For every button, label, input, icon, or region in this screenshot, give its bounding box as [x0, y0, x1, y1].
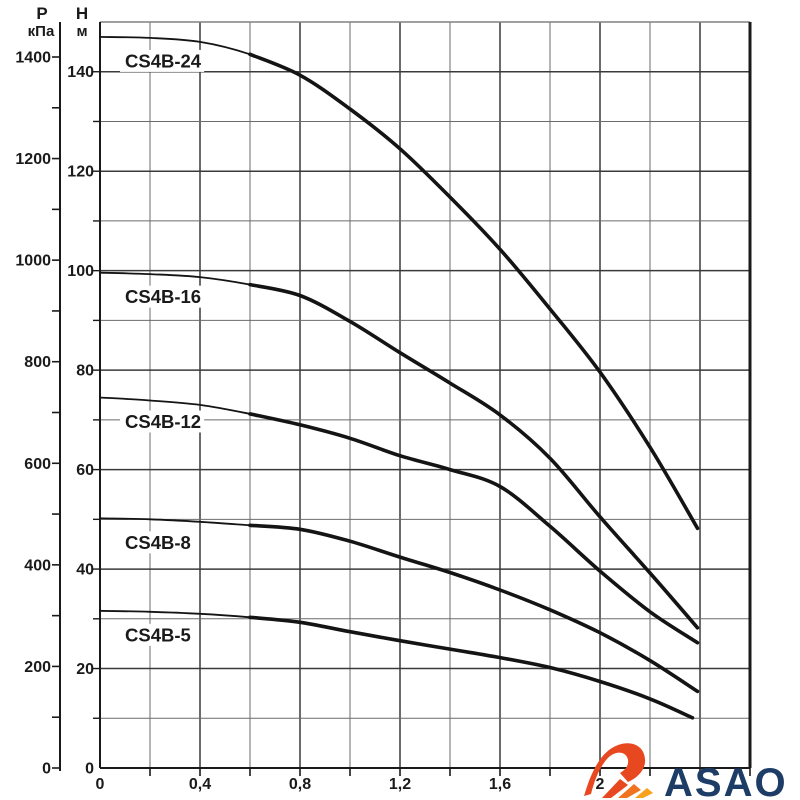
brand-logo: ASAO — [582, 742, 800, 800]
curve-line-thin — [99, 396, 699, 644]
head-axis-symbol: H — [75, 4, 89, 23]
pressure-axis-unit: кПа — [27, 23, 55, 40]
head-axis-label: 0 — [85, 761, 94, 778]
x-axis-label: 0,4 — [189, 776, 211, 793]
plot-borders — [99, 21, 752, 769]
x-axis-label: 2 — [596, 776, 605, 793]
pressure-axis-label: 200 — [24, 659, 51, 676]
curve-CS4B-12: CS4B-12 — [99, 396, 700, 645]
curve-CS4B-24: CS4B-24 — [99, 36, 700, 531]
head-axis-label: 120 — [67, 164, 94, 181]
curve-line — [248, 52, 700, 531]
curve-label-mask — [120, 410, 205, 433]
head-axis-label: 140 — [67, 64, 94, 81]
curve-label: CS4B-12 — [125, 411, 201, 432]
pressure-axis-label: 400 — [24, 557, 51, 574]
curve-label: CS4B-5 — [125, 624, 191, 645]
logo-stripe-icon — [618, 784, 641, 798]
curve-CS4B-5: CS4B-5 — [99, 609, 695, 720]
brand-logo-mark-icon — [584, 743, 653, 798]
curve-CS4B-8: CS4B-8 — [99, 517, 700, 694]
pressure-axis-label: 1200 — [15, 151, 51, 168]
curve-label: CS4B-8 — [125, 532, 191, 553]
brand-logo-text: ASAO — [664, 761, 788, 800]
pressure-axis-label: 0 — [42, 761, 51, 778]
pressure-axis-label: 800 — [24, 354, 51, 371]
pressure-axis: 0 200 400 600 800 1000 1200 1400 — [15, 22, 61, 778]
logo-stripe-icon — [635, 788, 653, 798]
curve-line — [248, 523, 700, 694]
pressure-axis-label: 1400 — [15, 50, 51, 67]
head-axis-label: 60 — [76, 462, 94, 479]
curve-CS4B-16: CS4B-16 — [99, 271, 700, 630]
curve-label: CS4B-24 — [125, 50, 202, 71]
curve-line-thin — [99, 271, 699, 629]
curve-label-mask — [120, 531, 194, 554]
pressure-axis-symbol: P — [36, 4, 48, 23]
curve-label-mask — [120, 49, 205, 72]
x-axis-label: 0,8 — [289, 776, 311, 793]
x-axis: 0 0,4 0,8 1,2 1,6 2 — [96, 768, 751, 793]
x-axis-label: 0 — [96, 776, 105, 793]
head-axis-label: 100 — [67, 263, 94, 280]
logo-swoosh-icon — [584, 743, 646, 796]
curve-line — [248, 615, 695, 720]
x-axis-label: 1,6 — [489, 776, 511, 793]
head-axis-label: 40 — [76, 562, 94, 579]
curve-line — [248, 412, 700, 645]
curve-line — [248, 282, 700, 630]
curve-label-mask — [120, 285, 205, 308]
head-axis-unit: м — [76, 23, 88, 40]
curve-label: CS4B-16 — [125, 286, 201, 307]
head-axis-label: 20 — [76, 661, 94, 678]
head-axis-label: 80 — [76, 363, 94, 380]
curve-label-mask — [120, 623, 194, 646]
grid — [100, 22, 750, 768]
x-axis-label: 1,2 — [389, 776, 411, 793]
pressure-axis-label: 600 — [24, 456, 51, 473]
logo-stripe-icon — [602, 779, 628, 798]
head-axis: 0 20 40 60 80 100 120 140 — [67, 64, 100, 778]
pressure-axis-label: 1000 — [15, 253, 51, 270]
